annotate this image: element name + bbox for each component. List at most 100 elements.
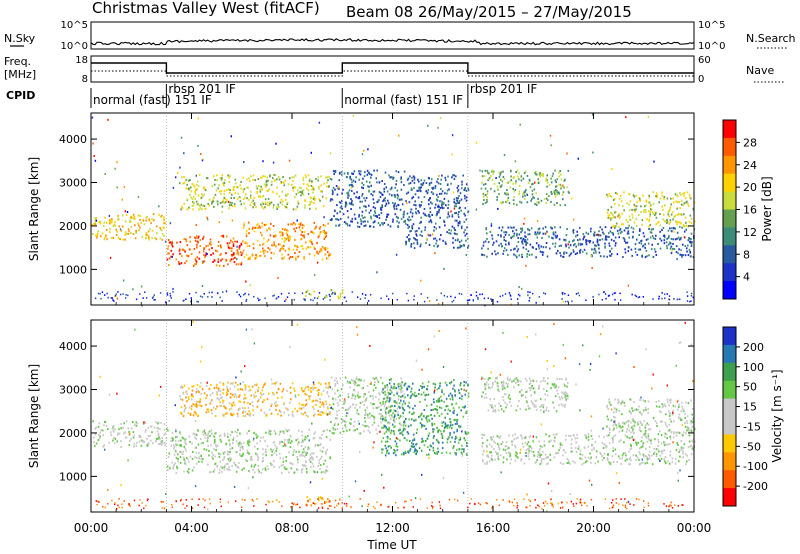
data-cell bbox=[573, 239, 575, 242]
data-cell bbox=[112, 439, 114, 442]
data-cell bbox=[553, 456, 556, 459]
data-cell bbox=[548, 195, 550, 197]
data-cell bbox=[320, 443, 322, 446]
data-cell bbox=[160, 421, 162, 424]
data-cell bbox=[460, 382, 462, 385]
data-cell bbox=[441, 452, 443, 454]
data-cell bbox=[426, 420, 428, 423]
data-cell bbox=[396, 193, 399, 196]
data-cell bbox=[621, 230, 623, 233]
data-cell bbox=[462, 243, 465, 246]
data-cell bbox=[159, 443, 161, 445]
data-cell bbox=[417, 189, 420, 192]
data-cell bbox=[633, 208, 636, 211]
data-cell bbox=[668, 462, 671, 465]
data-cell bbox=[210, 253, 212, 256]
data-cell bbox=[434, 187, 437, 190]
data-cell bbox=[637, 248, 640, 251]
data-cell bbox=[251, 385, 254, 388]
data-cell bbox=[526, 253, 529, 256]
data-cell bbox=[223, 434, 226, 437]
data-cell bbox=[225, 259, 228, 262]
data-cell bbox=[231, 404, 234, 407]
data-cell bbox=[159, 237, 162, 240]
data-cell bbox=[466, 442, 468, 444]
data-cell bbox=[140, 436, 142, 438]
data-cell bbox=[606, 255, 608, 258]
data-cell bbox=[426, 237, 428, 240]
data-cell bbox=[319, 406, 321, 408]
data-cell bbox=[182, 415, 185, 418]
data-cell bbox=[104, 216, 106, 219]
data-cell bbox=[310, 241, 313, 244]
data-cell bbox=[327, 395, 330, 398]
data-cell bbox=[635, 205, 638, 208]
data-cell bbox=[458, 425, 460, 427]
data-cell bbox=[628, 236, 630, 239]
data-cell bbox=[669, 227, 671, 230]
data-cell bbox=[261, 222, 264, 225]
data-cell bbox=[252, 174, 255, 177]
data-cell bbox=[319, 199, 321, 202]
data-cell bbox=[448, 394, 450, 397]
data-cell bbox=[451, 436, 453, 439]
data-cell bbox=[278, 443, 281, 446]
data-cell bbox=[207, 218, 209, 221]
data-cell bbox=[137, 195, 140, 198]
data-cell bbox=[611, 455, 614, 458]
data-cell bbox=[160, 442, 163, 445]
data-cell bbox=[461, 444, 463, 447]
data-cell bbox=[238, 400, 241, 403]
data-cell bbox=[666, 237, 668, 240]
data-cell bbox=[130, 437, 132, 440]
data-cell bbox=[460, 451, 463, 454]
data-cell bbox=[220, 397, 222, 400]
data-cell bbox=[186, 458, 189, 461]
data-cell bbox=[205, 254, 207, 257]
data-cell bbox=[360, 379, 362, 382]
data-cell bbox=[302, 247, 304, 250]
data-cell bbox=[190, 186, 192, 189]
data-cell bbox=[353, 213, 356, 216]
data-cell bbox=[275, 404, 277, 407]
data-cell bbox=[325, 197, 328, 200]
data-cell bbox=[294, 174, 297, 177]
data-cell bbox=[361, 214, 363, 217]
data-cell bbox=[459, 222, 461, 225]
data-cell bbox=[463, 231, 465, 234]
data-cell bbox=[287, 253, 290, 256]
data-cell bbox=[411, 418, 413, 421]
data-cell bbox=[350, 422, 352, 425]
data-cell bbox=[262, 448, 264, 451]
data-cell bbox=[350, 203, 353, 206]
data-cell bbox=[316, 399, 319, 402]
data-cell bbox=[345, 408, 347, 411]
data-cell bbox=[242, 410, 245, 413]
data-cell bbox=[668, 210, 670, 213]
data-cell bbox=[434, 383, 437, 386]
data-cell bbox=[157, 432, 160, 435]
data-cell bbox=[486, 190, 489, 193]
data-cell bbox=[133, 445, 135, 448]
data-cell bbox=[495, 177, 497, 179]
data-cell bbox=[329, 152, 332, 155]
data-cell bbox=[409, 211, 412, 214]
data-cell bbox=[539, 454, 541, 457]
data-cell bbox=[566, 462, 569, 464]
data-cell bbox=[420, 423, 423, 426]
data-cell bbox=[585, 437, 588, 439]
data-cell bbox=[493, 190, 496, 193]
data-cell bbox=[246, 451, 249, 454]
data-cell bbox=[199, 400, 201, 403]
data-cell bbox=[503, 239, 506, 241]
data-cell bbox=[425, 214, 428, 217]
data-cell bbox=[432, 187, 434, 190]
data-cell bbox=[583, 248, 586, 251]
data-cell bbox=[672, 242, 674, 245]
data-cell bbox=[659, 197, 662, 200]
data-cell bbox=[342, 188, 344, 191]
data-cell bbox=[429, 211, 432, 214]
data-cell bbox=[157, 443, 160, 446]
data-cell bbox=[465, 183, 468, 186]
data-cell bbox=[197, 390, 200, 392]
